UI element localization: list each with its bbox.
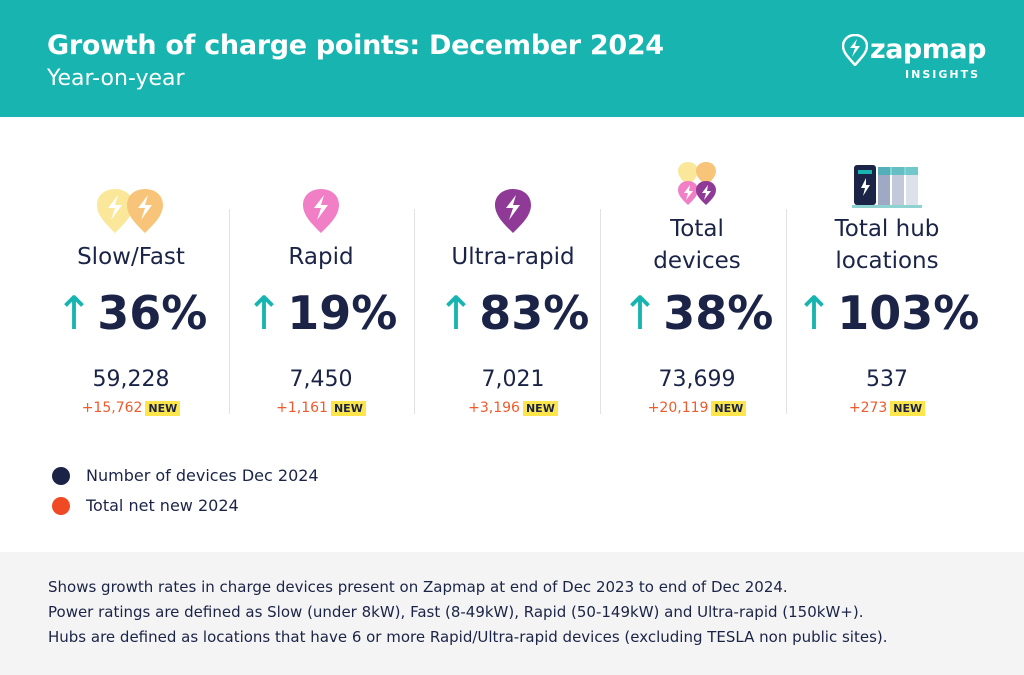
stat-label: Rapid xyxy=(288,244,354,270)
page-subtitle: Year-on-year xyxy=(47,66,185,91)
stat-total-hub-locations: Total hub locations ↑103% 537 +273 NEW xyxy=(794,117,980,427)
stat-ultra-rapid: Ultra-rapid ↑83% 7,021 +3,196 NEW xyxy=(420,117,606,427)
stat-rapid: Rapid ↑19% 7,450 +1,161 NEW xyxy=(228,117,414,427)
stat-label: Ultra-rapid xyxy=(451,244,575,270)
page-title: Growth of charge points: December 2024 xyxy=(47,30,664,61)
rapid-charger-icon xyxy=(228,187,414,239)
stat-label: Slow/Fast xyxy=(77,244,185,270)
zapmap-bolt-icon xyxy=(842,34,868,66)
stat-device-count: 7,450 xyxy=(289,367,353,392)
stat-net-new: +15,762 NEW xyxy=(38,400,224,416)
stat-label: Total hub locations xyxy=(834,216,940,274)
stat-percentage: ↑103% xyxy=(794,286,980,340)
header-banner: Growth of charge points: December 2024 Y… xyxy=(0,0,1024,117)
column-divider xyxy=(229,209,230,414)
new-badge: NEW xyxy=(522,401,558,416)
stat-percentage: ↑83% xyxy=(436,286,590,340)
stat-device-count: 59,228 xyxy=(92,367,170,392)
brand-subtitle: INSIGHTS xyxy=(905,68,980,81)
stat-slow-fast: Slow/Fast ↑36% 59,228 +15,762 NEW xyxy=(38,117,224,427)
up-arrow-icon: ↑ xyxy=(620,286,660,340)
new-badge: NEW xyxy=(145,401,181,416)
footnote-line: Shows growth rates in charge devices pre… xyxy=(48,578,788,596)
stat-percentage: ↑38% xyxy=(620,286,774,340)
stat-device-count: 7,021 xyxy=(481,367,545,392)
stat-net-new: +273 NEW xyxy=(794,400,980,416)
legend-label: Total net new 2024 xyxy=(86,496,239,515)
legend-dot-orange xyxy=(52,497,70,515)
zapmap-logo: zapmap INSIGHTS xyxy=(834,34,986,84)
legend-item-devices: Number of devices Dec 2024 xyxy=(52,465,452,489)
column-divider xyxy=(600,209,601,414)
stat-label: Total devices xyxy=(653,216,741,274)
stat-percentage: ↑19% xyxy=(244,286,398,340)
stat-net-new: +1,161 NEW xyxy=(228,400,414,416)
stats-panel: Slow/Fast ↑36% 59,228 +15,762 NEW Rapid ↑… xyxy=(0,117,1024,552)
up-arrow-icon: ↑ xyxy=(244,286,284,340)
stat-net-new: +20,119 NEW xyxy=(604,400,790,416)
all-chargers-icon xyxy=(604,161,790,213)
legend-item-net-new: Total net new 2024 xyxy=(52,495,452,519)
up-arrow-icon: ↑ xyxy=(794,286,834,340)
stat-device-count: 73,699 xyxy=(658,367,736,392)
new-badge: NEW xyxy=(890,401,926,416)
new-badge: NEW xyxy=(711,401,747,416)
column-divider xyxy=(786,209,787,414)
stat-net-new: +3,196 NEW xyxy=(420,400,606,416)
legend-label: Number of devices Dec 2024 xyxy=(86,466,319,485)
footnote-line: Power ratings are defined as Slow (under… xyxy=(48,603,864,621)
legend-dot-navy xyxy=(52,467,70,485)
brand-name: zapmap xyxy=(870,34,986,65)
stat-total-devices: Total devices ↑38% 73,699 +20,119 NEW xyxy=(604,117,790,427)
stat-percentage: ↑36% xyxy=(54,286,208,340)
ultra-rapid-charger-icon xyxy=(420,187,606,239)
up-arrow-icon: ↑ xyxy=(54,286,94,340)
charging-hub-icon xyxy=(794,161,980,213)
footnotes: Shows growth rates in charge devices pre… xyxy=(0,552,1024,675)
stat-device-count: 537 xyxy=(866,367,908,392)
footnote-line: Hubs are defined as locations that have … xyxy=(48,628,888,646)
new-badge: NEW xyxy=(330,401,366,416)
up-arrow-icon: ↑ xyxy=(436,286,476,340)
slow-fast-charger-icon xyxy=(38,187,224,239)
column-divider xyxy=(414,209,415,414)
